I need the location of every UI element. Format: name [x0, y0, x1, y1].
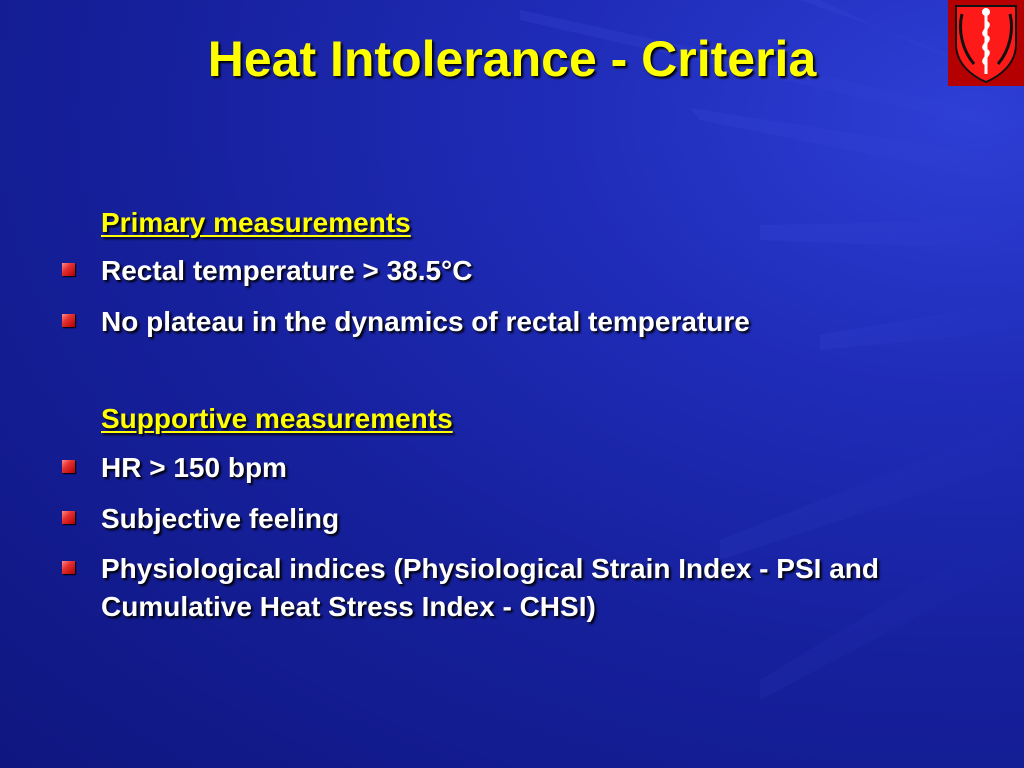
list-item-text: HR > 150 bpm [101, 452, 287, 483]
list-item-text: No plateau in the dynamics of rectal tem… [101, 306, 750, 337]
list-item-text: Physiological indices (Physiological Str… [101, 553, 879, 622]
list-item: No plateau in the dynamics of rectal tem… [62, 303, 962, 341]
list-item: Physiological indices (Physiological Str… [62, 550, 962, 626]
list-item-text: Subjective feeling [101, 503, 340, 534]
list-item: HR > 150 bpm [62, 449, 962, 487]
bullet-icon [62, 511, 75, 524]
bullet-icon [62, 314, 75, 327]
caduceus-shield-icon [948, 0, 1024, 86]
list-item: Subjective feeling [62, 500, 962, 538]
list-item: Rectal temperature > 38.5°C [62, 252, 962, 290]
slide-title: Heat Intolerance - Criteria [207, 31, 817, 87]
list-item-text: Rectal temperature > 38.5°C [101, 255, 473, 286]
bullet-icon [62, 561, 75, 574]
primary-measurements-heading: Primary measurements [101, 207, 411, 238]
bullet-icon [62, 263, 75, 276]
bullet-icon [62, 460, 75, 473]
supportive-measurements-heading: Supportive measurements [101, 403, 453, 434]
